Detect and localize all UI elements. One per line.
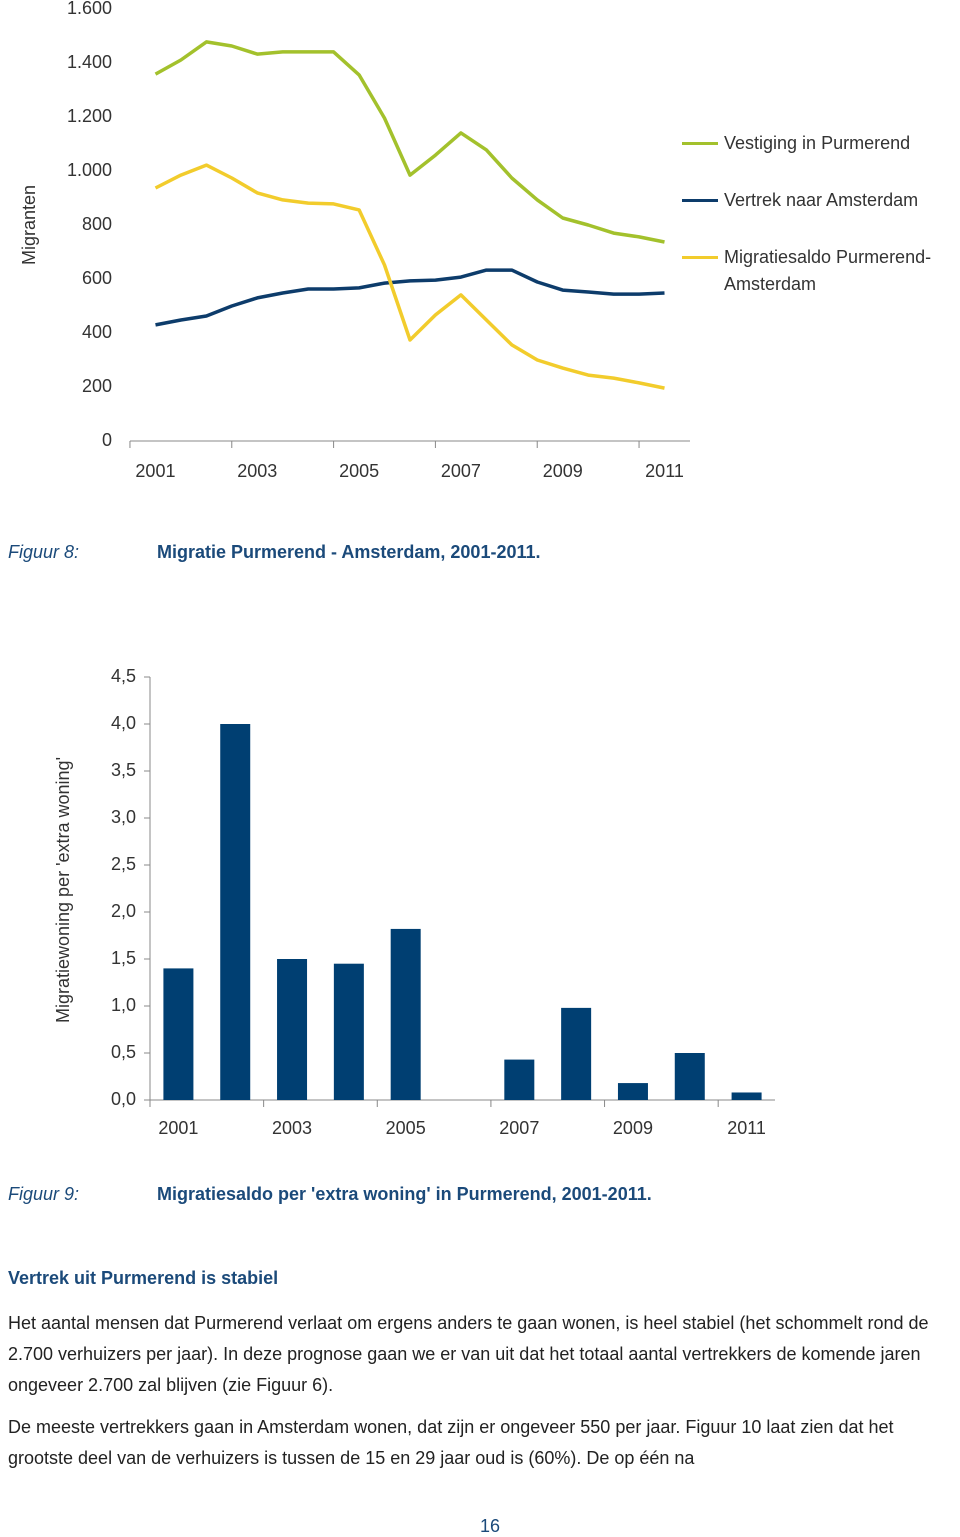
figure-caption: Figuur 8: Migratie Purmerend - Amsterdam,…: [8, 542, 541, 563]
x-tick-label: 2003: [272, 1118, 312, 1138]
caption: Migratie Purmerend - Amsterdam, 2001-201…: [157, 542, 541, 562]
paragraph: Het aantal mensen dat Purmerend verlaat …: [8, 1313, 929, 1395]
x-tick-label: 2001: [158, 1118, 198, 1138]
y-tick-label: 400: [82, 322, 112, 342]
legend-label: Vertrek naar Amsterdam: [724, 190, 919, 210]
bar: [617, 1083, 648, 1100]
legend-item: Vertrek naar Amsterdam: [682, 187, 952, 244]
y-tick-label: 800: [82, 214, 112, 234]
page-number: 16: [480, 1516, 501, 1536]
y-tick-label: 4,0: [111, 713, 136, 733]
y-tick-label: 1.000: [67, 160, 112, 180]
bar: [390, 928, 421, 1100]
bar: [674, 1053, 705, 1100]
figure-label: Figuur 8:: [8, 542, 80, 562]
y-tick-label: 600: [82, 268, 112, 288]
y-tick-label: 200: [82, 376, 112, 396]
y-tick-label: 1,0: [111, 995, 136, 1015]
y-tick-label: 3,5: [111, 760, 136, 780]
legend-item: Vestiging in Purmerend: [682, 130, 952, 187]
y-tick-label: 2,0: [111, 901, 136, 921]
x-tick-label: 2011: [645, 461, 684, 481]
x-tick-label: 2009: [613, 1118, 653, 1138]
y-tick-label: 0,5: [111, 1042, 136, 1062]
x-tick-label: 2003: [237, 461, 277, 481]
legend-label: Vestiging in Purmerend: [724, 133, 911, 153]
x-tick-label: 2007: [499, 1118, 539, 1138]
y-tick-label: 0: [102, 430, 112, 450]
line-chart: 0 200 400 600 800 1.000 1.200 1.400 1.600 2001 200…: [19, 0, 690, 481]
bar: [163, 968, 194, 1100]
x-tick-label: 2001: [135, 461, 175, 481]
y-tick-label: 4,5: [111, 666, 136, 686]
x-tick-label: 2005: [386, 1118, 426, 1138]
paragraph: De meeste vertrekkers gaan in Amsterdam …: [8, 1417, 894, 1468]
y-tick-label: 3,0: [111, 807, 136, 827]
x-tick-label: 2011: [727, 1118, 766, 1138]
caption: Migratiesaldo per 'extra woning' in Purm…: [157, 1184, 652, 1204]
y-tick-label: 1.400: [67, 52, 112, 72]
figure-caption: Figuur 9: Migratiesaldo per 'extra woning…: [8, 1184, 652, 1205]
y-axis-label: Migranten: [19, 185, 39, 265]
legend: Vestiging in Purmerend Vertrek naar Amste…: [682, 130, 952, 301]
bar-chart: 0,0 0,5 1,0 1,5 2,0 2,5 3,0 3,5 4,0 4,5 Migratiewo…: [53, 666, 775, 1138]
legend-swatch: [682, 256, 718, 259]
bar: [731, 1092, 762, 1100]
section-heading: Vertrek uit Purmerend is stabiel: [8, 1268, 279, 1288]
y-tick-label: 2,5: [111, 854, 136, 874]
bar: [333, 963, 364, 1100]
y-tick-label: 1,5: [111, 948, 136, 968]
bar: [561, 1007, 592, 1100]
x-tick-label: 2005: [339, 461, 379, 481]
y-tick-label: 1.200: [67, 106, 112, 126]
y-tick-label: 1.600: [67, 0, 112, 18]
legend-swatch: [682, 199, 718, 202]
y-axis-label: Migratiewoning per 'extra woning': [53, 757, 73, 1023]
figure-label: Figuur 9:: [8, 1184, 80, 1204]
series-line: [154, 40, 665, 244]
x-tick-label: 2009: [543, 461, 583, 481]
bar: [504, 1059, 535, 1100]
y-tick-label: 0,0: [111, 1089, 136, 1109]
x-tick-label: 2007: [441, 461, 481, 481]
bar: [220, 724, 251, 1100]
bar: [277, 959, 308, 1100]
series-line: [155, 268, 665, 327]
legend-label: Migratiesaldo Purmerend-Amsterdam: [724, 247, 932, 294]
legend-item: Migratiesaldo Purmerend-Amsterdam: [682, 244, 952, 301]
legend-swatch: [682, 142, 718, 145]
series-line: [154, 163, 665, 390]
